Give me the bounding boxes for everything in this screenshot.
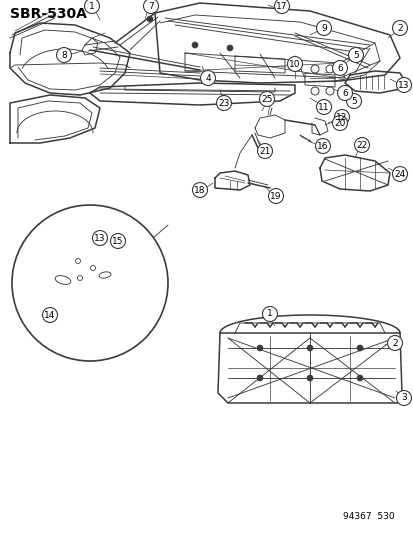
Text: 13: 13: [94, 233, 105, 243]
Text: 24: 24: [394, 169, 405, 179]
Text: 9: 9: [320, 23, 326, 33]
Circle shape: [325, 87, 333, 95]
Text: 19: 19: [270, 191, 281, 200]
Circle shape: [43, 308, 57, 322]
Circle shape: [192, 42, 197, 48]
Circle shape: [287, 56, 302, 71]
Text: 5: 5: [352, 51, 358, 60]
Circle shape: [84, 0, 99, 13]
Circle shape: [257, 143, 272, 158]
Text: 20: 20: [334, 118, 345, 127]
Circle shape: [315, 139, 330, 154]
Circle shape: [356, 375, 362, 381]
Circle shape: [334, 109, 349, 125]
Circle shape: [192, 182, 207, 198]
Text: 18: 18: [194, 185, 205, 195]
Circle shape: [346, 93, 361, 109]
Circle shape: [356, 345, 362, 351]
Circle shape: [396, 77, 411, 93]
Circle shape: [92, 230, 107, 246]
Circle shape: [332, 116, 347, 131]
Circle shape: [310, 87, 318, 95]
Circle shape: [110, 233, 125, 248]
Circle shape: [274, 0, 289, 13]
Circle shape: [310, 65, 318, 73]
Circle shape: [337, 85, 351, 101]
Circle shape: [75, 259, 80, 263]
Circle shape: [306, 375, 312, 381]
Text: 22: 22: [356, 141, 367, 149]
Circle shape: [325, 65, 333, 73]
Circle shape: [354, 138, 369, 152]
Circle shape: [306, 345, 312, 351]
Circle shape: [90, 265, 95, 271]
Circle shape: [259, 92, 274, 107]
Text: 13: 13: [397, 80, 409, 90]
Circle shape: [256, 375, 262, 381]
Circle shape: [226, 45, 233, 51]
Text: 3: 3: [400, 393, 406, 402]
Text: 10: 10: [289, 60, 300, 69]
Text: 6: 6: [336, 63, 342, 72]
Text: 2: 2: [396, 23, 402, 33]
Circle shape: [256, 345, 262, 351]
Circle shape: [77, 276, 82, 280]
Text: 5: 5: [350, 96, 356, 106]
Circle shape: [316, 100, 331, 115]
Text: 7: 7: [148, 2, 154, 11]
Circle shape: [143, 0, 158, 13]
Text: 94367  530: 94367 530: [342, 512, 394, 521]
Circle shape: [316, 20, 331, 36]
Circle shape: [262, 306, 277, 321]
Text: 16: 16: [316, 141, 328, 150]
Circle shape: [387, 335, 401, 351]
Text: 8: 8: [61, 51, 67, 60]
Circle shape: [348, 47, 363, 62]
Circle shape: [12, 205, 168, 361]
Circle shape: [332, 61, 347, 76]
Circle shape: [147, 16, 153, 22]
Text: 14: 14: [44, 311, 56, 319]
Text: SBR-530A: SBR-530A: [10, 7, 87, 21]
Text: 2: 2: [391, 338, 397, 348]
Text: 23: 23: [218, 99, 229, 108]
Text: 1: 1: [266, 310, 272, 319]
Circle shape: [200, 70, 215, 85]
Circle shape: [392, 166, 406, 182]
Circle shape: [268, 189, 283, 204]
Text: 6: 6: [341, 88, 347, 98]
Text: 1: 1: [89, 2, 95, 11]
Circle shape: [216, 95, 231, 110]
Text: 21: 21: [259, 147, 270, 156]
Circle shape: [396, 391, 411, 406]
Text: 12: 12: [335, 112, 347, 122]
Circle shape: [56, 47, 71, 62]
Text: 15: 15: [112, 237, 123, 246]
Text: 11: 11: [318, 102, 329, 111]
Text: 17: 17: [275, 2, 287, 11]
Circle shape: [392, 20, 406, 36]
Text: 4: 4: [205, 74, 210, 83]
Text: 25: 25: [261, 94, 272, 103]
